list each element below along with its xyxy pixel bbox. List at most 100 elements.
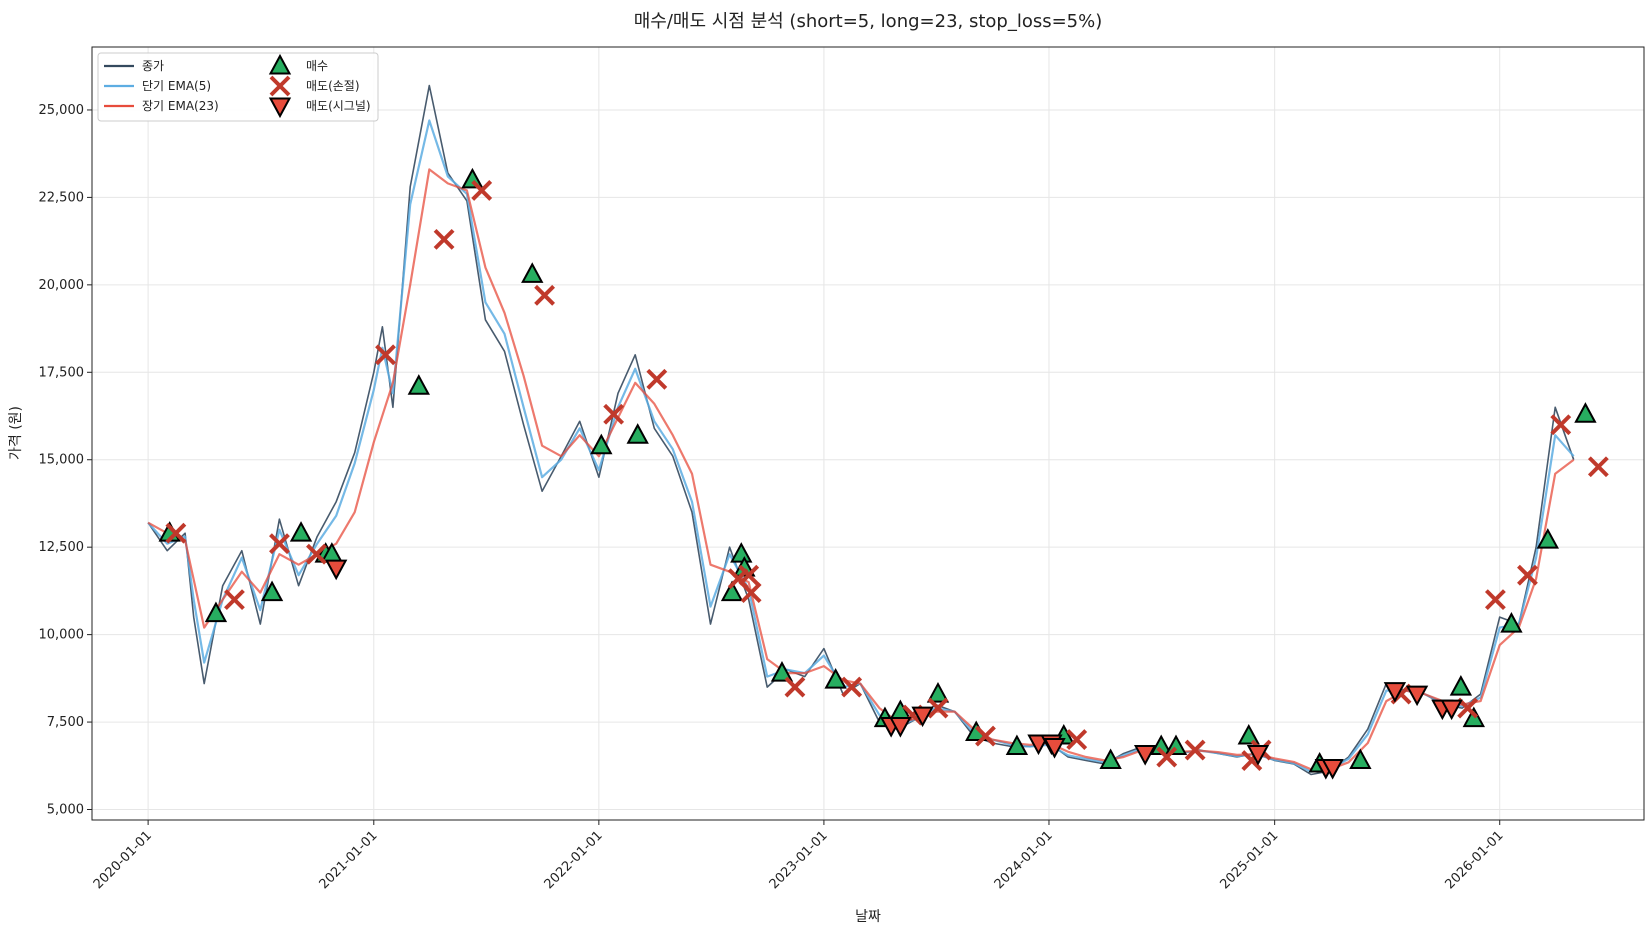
legend-marker-label-2: 매도(시그널) <box>306 99 371 113</box>
grid-layer <box>92 47 1644 820</box>
marker-triangle-up <box>1462 706 1485 728</box>
marker-x-stroke-b <box>1484 589 1506 611</box>
marker-x <box>306 543 327 565</box>
marker-x <box>1184 739 1206 761</box>
marker-triangle-up <box>824 667 847 689</box>
marker-x <box>269 533 290 555</box>
marker-x-stroke-b <box>1184 739 1206 761</box>
marker-x-stroke-b <box>1156 746 1178 768</box>
marker-triangle-up <box>289 521 313 542</box>
marker-x-stroke-b <box>269 533 290 555</box>
legend-marker-label-1: 매도(손절) <box>306 79 360 93</box>
marker-x-stroke-b <box>1517 564 1538 586</box>
marker-x <box>1484 589 1506 611</box>
marker-triangle-up <box>521 262 544 283</box>
marker-triangle-up <box>407 374 430 395</box>
marker-x-stroke-b <box>534 284 556 306</box>
marker-x-stroke-b <box>740 582 762 604</box>
marker-x <box>1066 729 1088 750</box>
marker-x-stroke-b <box>603 403 625 425</box>
marker-triangle-down <box>1043 738 1066 759</box>
marker-triangle-up <box>1449 674 1473 696</box>
marker-triangle-up <box>1099 748 1122 770</box>
y-tick-label: 17,500 <box>39 365 85 380</box>
marker-x-stroke-b <box>975 725 996 747</box>
marker-x <box>841 676 863 698</box>
marker-x <box>224 589 245 611</box>
marker-triangle-up <box>1164 734 1188 756</box>
plot-layer <box>147 84 1609 780</box>
legend-label-0: 종가 <box>142 59 164 73</box>
marker-x-stroke-b <box>165 522 187 544</box>
marker-triangle-up <box>626 423 649 444</box>
marker-x <box>784 676 806 698</box>
marker-triangle-up <box>720 580 744 602</box>
marker-x <box>975 725 996 747</box>
marker-x <box>1156 746 1178 768</box>
marker-x-stroke-b <box>646 368 668 390</box>
marker-triangle-up <box>204 601 228 623</box>
marker-x <box>534 284 556 306</box>
marker-x-stroke-b <box>471 179 493 201</box>
marker-triangle-down <box>1405 685 1429 707</box>
legend-marker-1 <box>269 75 291 97</box>
marker-triangle-up <box>260 580 284 602</box>
marker-triangle-down <box>324 559 348 581</box>
legend-label-2: 장기 EMA(23) <box>142 99 219 113</box>
y-tick-label: 22,500 <box>39 190 85 205</box>
marker-x <box>1587 456 1609 478</box>
chart-title: 매수/매도 시점 분석 (short=5, long=23, stop_loss… <box>634 11 1103 32</box>
marker-x-stroke-b <box>841 676 863 698</box>
legend-frame <box>97 52 379 122</box>
marker-x-stroke-b <box>375 344 396 366</box>
marker-triangle-down <box>889 717 912 738</box>
legend-marker-0 <box>268 53 292 75</box>
marker-x-stroke-b <box>784 676 806 698</box>
legend-marker-1-stroke-b <box>269 75 291 97</box>
y-tick-label: 10,000 <box>39 628 85 643</box>
y-tick-label: 5,000 <box>47 803 84 818</box>
marker-triangle-up <box>1237 723 1260 745</box>
marker-triangle-up <box>1536 528 1559 549</box>
y-tick-label: 20,000 <box>39 278 85 293</box>
marker-x <box>433 228 455 250</box>
marker-x-stroke-b <box>433 228 455 250</box>
marker-x <box>603 403 625 425</box>
legend-label-1: 단기 EMA(5) <box>142 79 211 93</box>
marker-triangle-up <box>770 660 794 682</box>
marker-triangle-up <box>1574 402 1597 423</box>
marker-x-stroke-b <box>1550 414 1572 436</box>
marker-x-stroke-b <box>306 543 327 565</box>
y-tick-label: 15,000 <box>39 453 85 468</box>
marker-x-stroke-b <box>1066 729 1088 750</box>
marker-x-stroke-b <box>738 564 760 586</box>
marker-x <box>927 697 949 719</box>
marker-triangle-up <box>730 542 753 563</box>
legend-marker-2 <box>268 97 292 119</box>
marker-x <box>1550 414 1572 436</box>
marker-x <box>1517 564 1538 586</box>
marker-triangle-down <box>1246 745 1270 766</box>
legend-marker-label-0: 매수 <box>306 59 328 73</box>
marker-triangle-up <box>1500 612 1523 633</box>
marker-x <box>738 564 760 586</box>
marker-triangle-up <box>926 681 950 703</box>
marker-x <box>1457 697 1479 719</box>
y-tick-label: 12,500 <box>39 540 85 555</box>
marker-x <box>646 368 668 390</box>
marker-x-stroke-b <box>927 697 949 719</box>
marker-x-stroke-b <box>1587 456 1609 478</box>
marker-triangle-down <box>1440 699 1463 721</box>
y-axis-label: 가격 (원) <box>8 406 24 460</box>
marker-triangle-up <box>461 167 484 189</box>
plot-frame <box>91 46 1645 821</box>
marker-triangle-up <box>590 433 613 455</box>
marker-triangle-down <box>1321 759 1344 780</box>
marker-triangle-up <box>1005 734 1029 756</box>
y-tick-label: 7,500 <box>47 715 84 730</box>
marker-triangle-up <box>1349 748 1372 770</box>
marker-x <box>740 582 762 604</box>
